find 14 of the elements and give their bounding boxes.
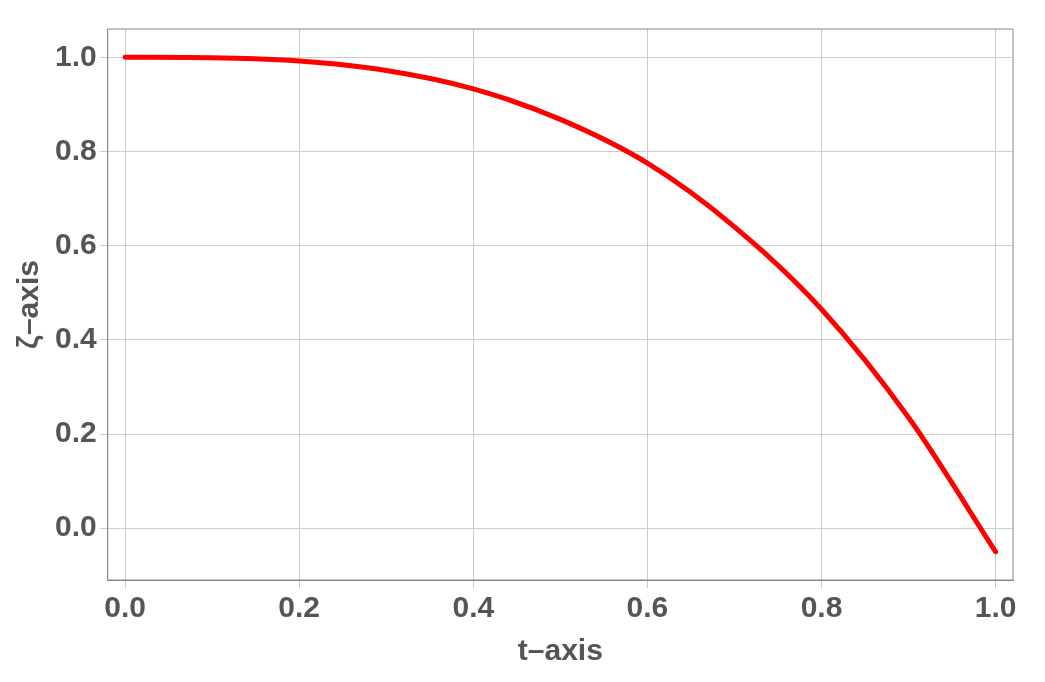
x-tick-label: 0.0 (104, 590, 146, 624)
y-axis-title: ζ–axis (11, 260, 45, 349)
x-tick-label: 0.6 (626, 590, 669, 624)
x-axis-title: t–axis (517, 633, 603, 667)
y-tick-label: 0.4 (54, 321, 97, 355)
x-tick-label: 0.8 (800, 590, 843, 624)
x-tick-label: 0.4 (452, 590, 495, 624)
y-tick-label: 0.6 (54, 226, 97, 260)
y-tick-label: 0.2 (54, 415, 97, 449)
y-tick-label: 0.0 (54, 509, 97, 543)
y-tick-label: 0.8 (54, 132, 97, 166)
x-tick-label: 1.0 (974, 590, 1017, 624)
x-tick-label: 0.2 (278, 590, 321, 624)
y-tick-label: 1.0 (54, 38, 97, 72)
